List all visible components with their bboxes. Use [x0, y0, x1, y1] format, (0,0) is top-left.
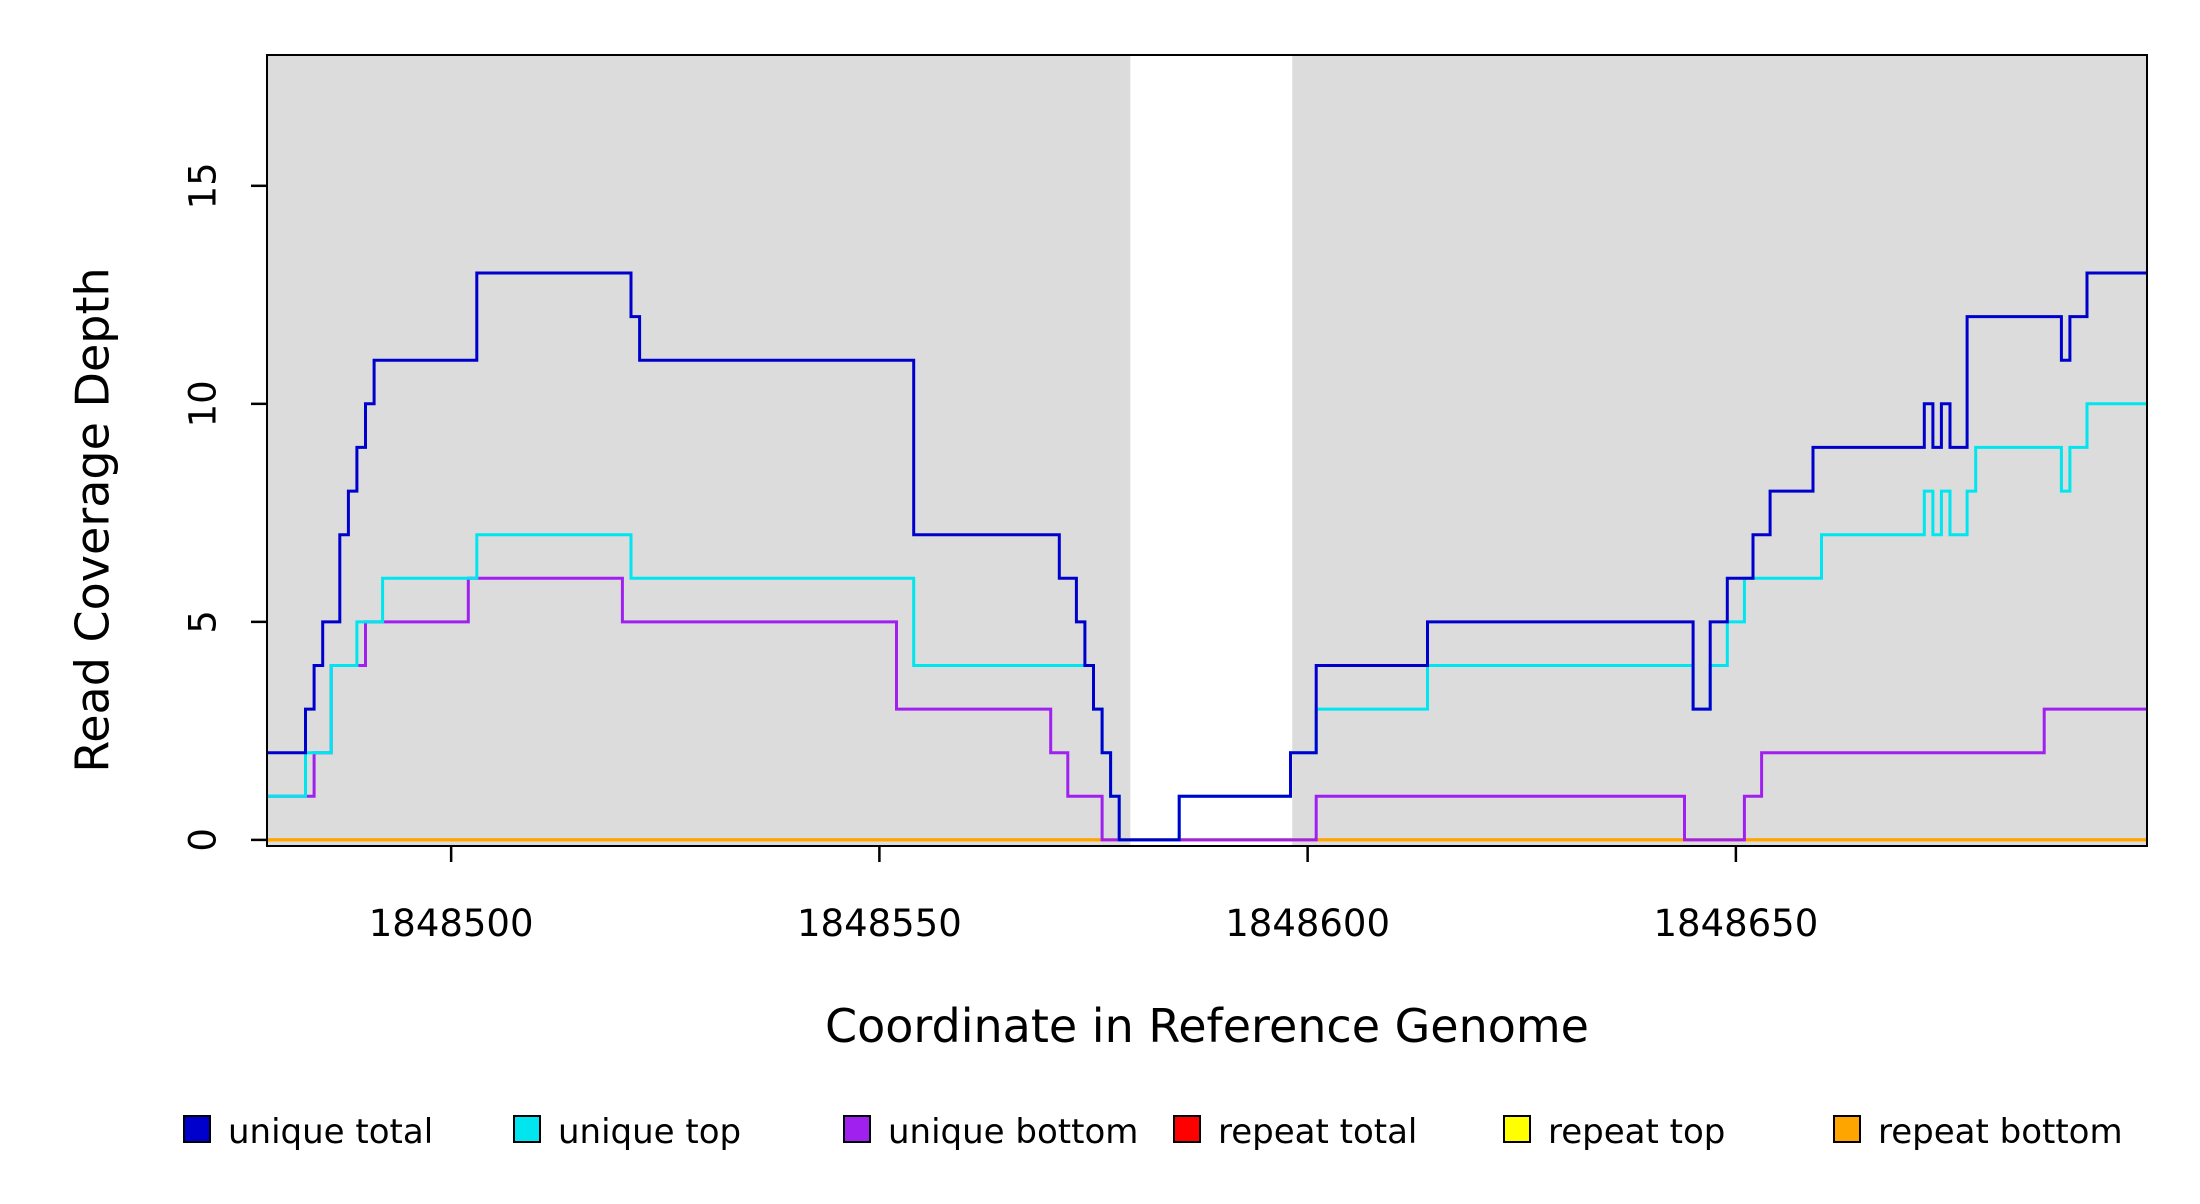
y-tick-label: 5 [182, 610, 225, 634]
y-tick-label: 15 [182, 162, 225, 209]
series-line-unique-bottom [267, 576, 2147, 842]
shaded-region-2 [1292, 55, 2147, 846]
shaded-region-1 [267, 55, 1131, 846]
plot-box [266, 54, 2148, 847]
legend-label-repeat-total: repeat total [1218, 1112, 1417, 1152]
axes-layer: 1848500 1848550 1848600 1848650 0 5 10 15 [182, 54, 2148, 945]
x-tick-label: 1848650 [1653, 902, 1818, 945]
shaded-regions-layer [267, 55, 2147, 846]
legend: unique total unique top unique bottom repea… [183, 1112, 2123, 1152]
legend-label-repeat-top: repeat top [1548, 1112, 1725, 1152]
series-layer [267, 271, 2147, 842]
legend-label-unique-total: unique total [228, 1112, 433, 1152]
legend-swatch-repeat-top [1503, 1115, 1531, 1143]
legend-label-unique-bottom: unique bottom [888, 1112, 1138, 1152]
legend-swatch-unique-bottom [843, 1115, 871, 1143]
x-tick-label: 1848600 [1225, 902, 1390, 945]
legend-swatch-repeat-total [1173, 1115, 1201, 1143]
legend-label-repeat-bottom: repeat bottom [1878, 1112, 2123, 1152]
series-line-unique-total [267, 271, 2147, 842]
y-axis-label: Read Coverage Depth [66, 267, 120, 772]
x-axis-label: Coordinate in Reference Genome [825, 999, 1589, 1053]
series-line-unique-top [267, 402, 2147, 842]
legend-swatch-repeat-bottom [1833, 1115, 1861, 1143]
legend-swatch-unique-total [183, 1115, 211, 1143]
legend-label-unique-top: unique top [558, 1112, 741, 1152]
legend-swatch-unique-top [513, 1115, 541, 1143]
x-tick-label: 1848550 [797, 902, 962, 945]
y-tick-label: 0 [182, 828, 225, 852]
x-tick-label: 1848500 [369, 902, 534, 945]
y-tick-label: 10 [182, 380, 225, 427]
